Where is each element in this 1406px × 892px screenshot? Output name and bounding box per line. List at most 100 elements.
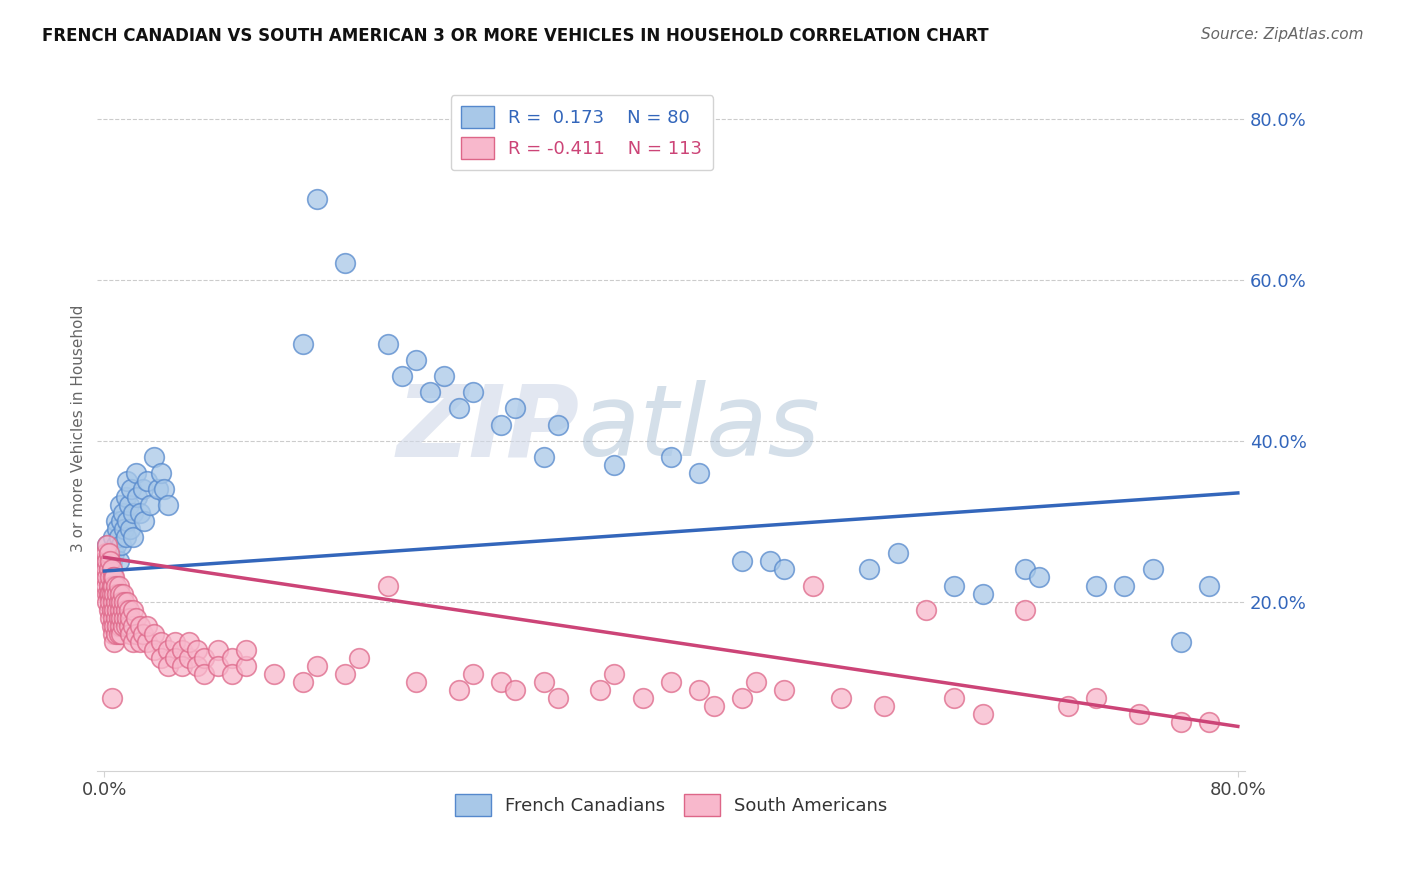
Point [461, 667, 484, 681]
Point [112, 594, 135, 608]
Point [94, 578, 117, 592]
Point [100, 602, 122, 616]
Point [172, 659, 194, 673]
Point [98, 611, 121, 625]
Point [235, 643, 257, 657]
Point [461, 385, 484, 400]
Point [186, 659, 208, 673]
Point [96, 594, 118, 608]
Point [111, 586, 134, 600]
Point [801, 578, 824, 592]
Point [447, 683, 470, 698]
Point [117, 498, 139, 512]
Point [172, 643, 194, 657]
Point [121, 530, 143, 544]
Point [305, 659, 328, 673]
Point [547, 691, 569, 706]
Point [547, 417, 569, 432]
Point [101, 611, 124, 625]
Point [96, 586, 118, 600]
Point [419, 385, 441, 400]
Point [136, 635, 159, 649]
Point [114, 490, 136, 504]
Point [97, 586, 120, 600]
Point [433, 369, 456, 384]
Point [124, 611, 146, 625]
Point [93, 554, 115, 568]
Point [349, 651, 371, 665]
Point [291, 337, 314, 351]
Point [1085, 691, 1108, 706]
Point [1028, 570, 1050, 584]
Point [94, 554, 117, 568]
Point [291, 675, 314, 690]
Point [943, 578, 966, 592]
Point [105, 522, 128, 536]
Point [150, 466, 173, 480]
Point [631, 691, 654, 706]
Point [100, 619, 122, 633]
Point [335, 256, 357, 270]
Point [100, 570, 122, 584]
Point [96, 538, 118, 552]
Point [121, 602, 143, 616]
Point [121, 506, 143, 520]
Point [104, 538, 127, 552]
Point [858, 562, 880, 576]
Point [115, 611, 138, 625]
Point [104, 627, 127, 641]
Point [603, 458, 626, 472]
Point [104, 514, 127, 528]
Point [101, 594, 124, 608]
Point [915, 602, 938, 616]
Point [688, 466, 710, 480]
Point [94, 546, 117, 560]
Point [100, 562, 122, 576]
Point [114, 619, 136, 633]
Point [235, 659, 257, 673]
Point [98, 594, 121, 608]
Point [131, 482, 153, 496]
Point [111, 506, 134, 520]
Point [103, 635, 125, 649]
Point [153, 482, 176, 496]
Point [1014, 562, 1036, 576]
Point [101, 627, 124, 641]
Point [121, 635, 143, 649]
Point [118, 522, 141, 536]
Point [97, 602, 120, 616]
Point [186, 643, 208, 657]
Point [207, 643, 229, 657]
Point [128, 635, 150, 649]
Point [391, 369, 413, 384]
Point [143, 643, 166, 657]
Point [111, 619, 134, 633]
Point [107, 578, 129, 592]
Point [111, 602, 134, 616]
Point [773, 683, 796, 698]
Point [96, 570, 118, 584]
Point [1128, 707, 1150, 722]
Point [115, 514, 138, 528]
Point [104, 578, 127, 592]
Point [110, 514, 132, 528]
Point [1170, 635, 1192, 649]
Text: FRENCH CANADIAN VS SOUTH AMERICAN 3 OR MORE VEHICLES IN HOUSEHOLD CORRELATION CH: FRENCH CANADIAN VS SOUTH AMERICAN 3 OR M… [42, 27, 988, 45]
Point [157, 498, 180, 512]
Text: ZIP: ZIP [396, 380, 579, 477]
Point [117, 619, 139, 633]
Point [179, 651, 201, 665]
Point [887, 546, 910, 560]
Point [96, 554, 118, 568]
Point [131, 627, 153, 641]
Point [143, 627, 166, 641]
Point [972, 586, 994, 600]
Point [115, 594, 138, 608]
Y-axis label: 3 or more Vehicles in Household: 3 or more Vehicles in Household [72, 305, 86, 552]
Point [110, 611, 132, 625]
Point [100, 554, 122, 568]
Point [139, 498, 162, 512]
Point [97, 562, 120, 576]
Point [1014, 602, 1036, 616]
Point [105, 602, 128, 616]
